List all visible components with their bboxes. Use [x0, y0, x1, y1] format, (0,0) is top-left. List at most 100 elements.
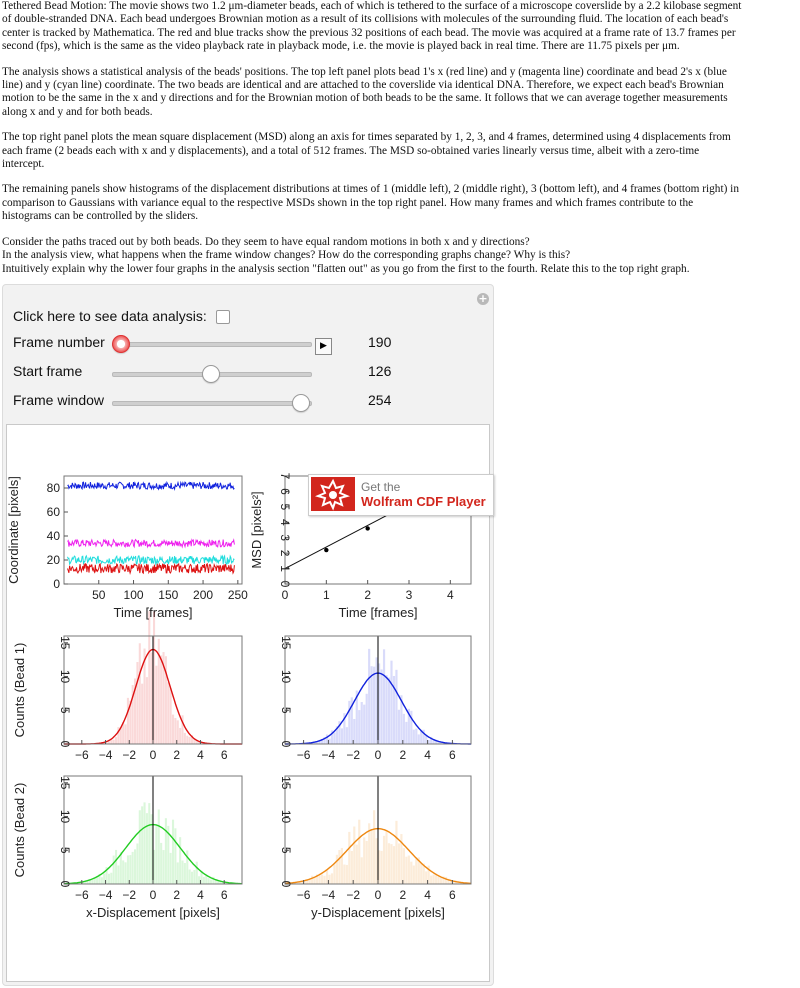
hist-bead2-y-bar [313, 877, 316, 884]
hist-bead2-y-bar [410, 861, 413, 884]
hist-bead2-y-bar [338, 850, 341, 884]
hist-bead1-x-bar [181, 715, 184, 744]
hist-bead2-x-bar [100, 877, 103, 884]
hist-bead1-y-x-tick-label: −4 [322, 748, 336, 762]
hist-bead1-y-bar [410, 710, 413, 744]
start-frame-label: Start frame [13, 363, 83, 379]
hist-bead1-x-bar [138, 643, 141, 744]
hist-bead1-y-bar [412, 729, 415, 744]
hist-bead2-x-bar [176, 862, 179, 884]
hist-bead2-x-bar [186, 850, 189, 884]
coordinate-plot-frame [63, 475, 243, 585]
hist-bead2-y-bar [343, 864, 346, 884]
hist-bead2-y-x-tick-label: −6 [297, 888, 311, 902]
hist-bead1-y-bar [328, 738, 331, 744]
hist-bead2-x-bar [112, 855, 115, 884]
hist-bead2-x-bar [174, 828, 177, 884]
hist-bead1-y-bar [358, 710, 361, 744]
hist-bead1-x-y-tick-label: 5 [58, 707, 72, 714]
hist-bead1-y-bar [442, 742, 445, 744]
cdf-player-name: Wolfram CDF Player [361, 494, 486, 509]
hist-bead2-y-bar [375, 838, 378, 884]
hist-bead1-y-bar [417, 734, 420, 744]
hist-bead2-x-bar [134, 849, 137, 884]
hist-bead1-x-bar [112, 739, 115, 744]
hist-bead2-y-bar [365, 840, 368, 884]
hist-bead2-x-bar [214, 879, 217, 884]
hist-bead1-x-x-tick-label: 0 [150, 748, 157, 762]
hist-bead1-y-bar [382, 649, 386, 744]
coordinate-series-3 [67, 562, 235, 575]
hist-bead1-y-bar [385, 675, 388, 744]
hist-bead1-y-bar [330, 730, 334, 744]
hist-bead2-x-bar [164, 818, 167, 884]
hist-bead2-x-bar [107, 873, 110, 884]
hist-bead1-x-bar [164, 656, 167, 744]
hist-bead1-x-bar [107, 741, 110, 744]
hist-bead2-y-bar [382, 835, 386, 884]
coordinate-y-tick-label: 0 [53, 577, 60, 591]
paragraph-questions: Consider the paths traced out by both be… [2, 235, 690, 275]
hist-bead2-x-bar [212, 876, 215, 884]
hist-bead2-y-x-tick-label: 4 [424, 888, 431, 902]
hist-bead2-x-x-tick-label: −6 [75, 888, 89, 902]
msd-x-tick-label: 0 [282, 588, 289, 602]
msd-x-tick-label: 1 [323, 588, 330, 602]
play-button[interactable]: ▶ [315, 338, 332, 355]
hist-bead2-y-bar [440, 877, 443, 884]
hist-bead2-y-bar [444, 876, 448, 884]
hist-bead2-y-bar [459, 882, 463, 884]
hist-bead1-y-bar [375, 657, 378, 744]
hist-bead2-y-bar [303, 880, 306, 884]
hist-bead1-y-bar [400, 695, 403, 744]
hist-bead1-x-bar [198, 741, 201, 744]
hist-bead2-y-bar [387, 843, 391, 884]
hist-bead2-y-bar [355, 844, 358, 884]
hist-bead1-x-bar [126, 697, 129, 744]
hist-bead2-y-bar [390, 844, 393, 884]
hist-bead2-x-bar [157, 809, 160, 884]
hist-bead2-y-bar [335, 854, 339, 884]
hist-bead1-x-bar [200, 742, 203, 744]
hist-bead2-y-bar [442, 876, 445, 884]
hist-bead2-x-x-tick-label: 6 [221, 888, 228, 902]
hist-bead2-y-bar [405, 856, 408, 884]
frame-window-slider-thumb[interactable] [292, 394, 310, 412]
coordinate-x-tick-label: 50 [92, 588, 106, 602]
frame-number-slider-thumb[interactable] [112, 335, 130, 353]
hist-bead1-x-bar [190, 735, 194, 744]
cdf-player-badge[interactable]: Get the Wolfram CDF Player [308, 474, 494, 516]
hist-bead2-y-y-tick-label: 10 [279, 810, 293, 824]
hist-bead2-y-bar [452, 882, 455, 884]
coordinate-y-tick-label: 40 [47, 529, 61, 543]
hist-bead2-x-bar [81, 882, 84, 884]
hist-bead2-y-bar [348, 831, 351, 884]
hist-bead2-y-bar [392, 846, 396, 884]
expand-plus-icon[interactable]: + [477, 292, 489, 305]
hist-bead1-x-bar [186, 735, 189, 744]
hist-bead2-x-bar [219, 880, 222, 884]
frame-window-slider[interactable] [112, 401, 312, 406]
start-frame-slider-thumb[interactable] [202, 365, 220, 383]
hist-bead2-y-bar [425, 871, 428, 884]
hist-bead2-y-bar [395, 820, 398, 884]
hist-bead1-x-bar [162, 652, 165, 744]
hist-bead2-x-bar [150, 814, 153, 884]
hist-bead1-x-bar [110, 739, 113, 744]
hist-bead1-y-bar [440, 742, 443, 744]
hist-bead1-y-bar [392, 675, 396, 744]
msd-x-tick-label: 2 [364, 588, 371, 602]
msd-x-tick-label: 4 [447, 588, 454, 602]
hist-bead1-x-bar [155, 665, 158, 744]
hist-bead2-y-bar [350, 850, 353, 884]
coordinate-x-tick-label: 150 [158, 588, 178, 602]
frame-number-value: 190 [368, 334, 392, 350]
hist-bead1-x-bar [188, 736, 191, 744]
hist-bead1-x-bar [136, 662, 139, 744]
hist-bead2-x-bar [183, 863, 186, 884]
hist-bead2-x-bar [129, 855, 132, 884]
hist-bead2-x-bar [105, 867, 108, 884]
hist-bead1-y-x-tick-label: −6 [297, 748, 311, 762]
analysis-checkbox[interactable] [216, 310, 230, 324]
hist-bead2-y-bar [306, 879, 309, 884]
